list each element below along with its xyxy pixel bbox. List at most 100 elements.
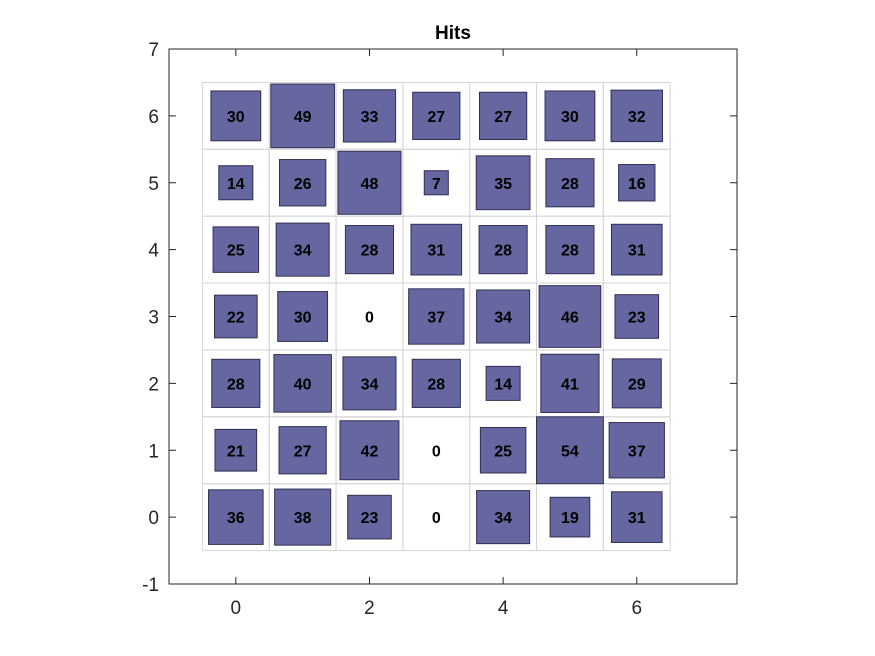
hit-count-label: 28 — [561, 243, 579, 260]
hit-square — [210, 90, 262, 142]
hit-square — [270, 83, 335, 149]
hit-count-label: 0 — [365, 310, 374, 327]
hit-count-label: 31 — [427, 243, 445, 260]
hit-count-label: 28 — [227, 376, 245, 393]
hit-square — [536, 416, 604, 485]
hit-count-label: 32 — [628, 109, 646, 126]
hit-count-label: 21 — [227, 443, 245, 460]
hit-count-label: 25 — [227, 243, 245, 260]
hit-square — [211, 358, 261, 408]
hit-count-label: 31 — [628, 510, 646, 527]
hit-square — [212, 226, 260, 273]
hit-count-label: 48 — [361, 176, 379, 193]
y-tick-label: 7 — [148, 40, 159, 61]
hit-square — [278, 159, 327, 207]
hit-count-label: 46 — [561, 310, 579, 327]
hit-count-label: 7 — [432, 176, 441, 193]
y-tick-label: 0 — [148, 508, 159, 529]
hit-count-label: 34 — [494, 310, 512, 327]
y-tick-label: 3 — [148, 308, 159, 329]
hit-square — [476, 490, 531, 545]
hit-count-label: 28 — [427, 376, 445, 393]
hit-square — [344, 225, 395, 275]
y-tick-label: 5 — [148, 174, 159, 195]
hit-count-label: 37 — [628, 443, 646, 460]
hit-count-label: 49 — [294, 109, 312, 126]
hit-square — [549, 496, 591, 538]
hit-square — [342, 356, 397, 411]
hit-count-label: 14 — [494, 376, 512, 393]
hit-count-label: 14 — [227, 176, 245, 193]
hit-count-label: 41 — [561, 376, 579, 393]
hit-count-label: 30 — [227, 109, 245, 126]
hit-square — [538, 285, 602, 348]
hit-count-label: 23 — [628, 310, 646, 327]
neuron-grid — [201, 81, 671, 552]
hit-count-label: 0 — [432, 443, 441, 460]
hit-square — [544, 90, 596, 142]
hit-square — [411, 358, 461, 408]
hit-square — [337, 150, 402, 215]
hit-square — [412, 91, 461, 141]
chart-title: Hits — [435, 23, 471, 44]
hit-square — [214, 294, 258, 339]
hit-square — [610, 491, 663, 543]
hit-square — [540, 353, 600, 414]
hit-square — [408, 288, 465, 345]
hit-square — [478, 225, 528, 275]
hit-square — [347, 494, 392, 540]
hit-square — [208, 489, 264, 545]
hit-square — [278, 426, 327, 475]
hit-count-label: 16 — [628, 176, 646, 193]
hit-square — [277, 291, 329, 342]
hit-square — [479, 427, 527, 474]
hit-squares — [208, 83, 665, 546]
hit-square — [275, 222, 330, 277]
hit-count-label: 31 — [628, 243, 646, 260]
hit-square — [475, 155, 531, 211]
y-tick-label: 6 — [148, 107, 159, 128]
x-tick-label: 2 — [364, 598, 375, 619]
hit-count-label: 28 — [494, 243, 512, 260]
hit-square — [485, 365, 521, 401]
hit-count-label: 30 — [294, 310, 312, 327]
x-tick-label: 6 — [631, 598, 642, 619]
y-tick-label: -1 — [142, 575, 159, 596]
hit-count-label: 25 — [494, 443, 512, 460]
hit-square — [410, 223, 463, 276]
hit-count-label: 34 — [494, 510, 512, 527]
hit-count-label: 36 — [227, 510, 245, 527]
hit-count-label: 27 — [494, 109, 512, 126]
hit-square — [274, 488, 332, 546]
hit-count-label: 35 — [494, 176, 512, 193]
hit-count-label: 26 — [294, 176, 312, 193]
hit-count-label: 22 — [227, 310, 245, 327]
hit-square — [423, 170, 449, 196]
hit-square — [611, 358, 662, 409]
y-tick-label: 4 — [148, 241, 159, 262]
hit-square — [342, 89, 397, 143]
hit-count-label: 27 — [427, 109, 445, 126]
hit-count-labels: 30 49 33 27 27 30 32 14 26 48 7 35 28 16 25 34 28 31 28 28 3… — [227, 109, 646, 527]
hit-count-label: 23 — [361, 510, 379, 527]
hit-count-label: 28 — [361, 243, 379, 260]
hit-count-label: 29 — [628, 376, 646, 393]
hit-count-label: 28 — [561, 176, 579, 193]
y-tick-label: 2 — [148, 374, 159, 395]
hit-square — [545, 225, 595, 275]
hit-square — [339, 420, 400, 481]
hit-count-label: 42 — [361, 443, 379, 460]
hit-count-label: 30 — [561, 109, 579, 126]
hit-square — [214, 428, 258, 472]
hit-square — [618, 164, 656, 202]
hit-count-label: 34 — [294, 243, 312, 260]
hit-count-label: 54 — [561, 443, 579, 460]
hit-square — [608, 422, 665, 479]
hit-count-label: 0 — [432, 510, 441, 527]
x-tick-label: 4 — [498, 598, 509, 619]
hit-square — [478, 91, 528, 141]
hit-square — [610, 223, 663, 276]
x-tick-label: 0 — [231, 598, 242, 619]
